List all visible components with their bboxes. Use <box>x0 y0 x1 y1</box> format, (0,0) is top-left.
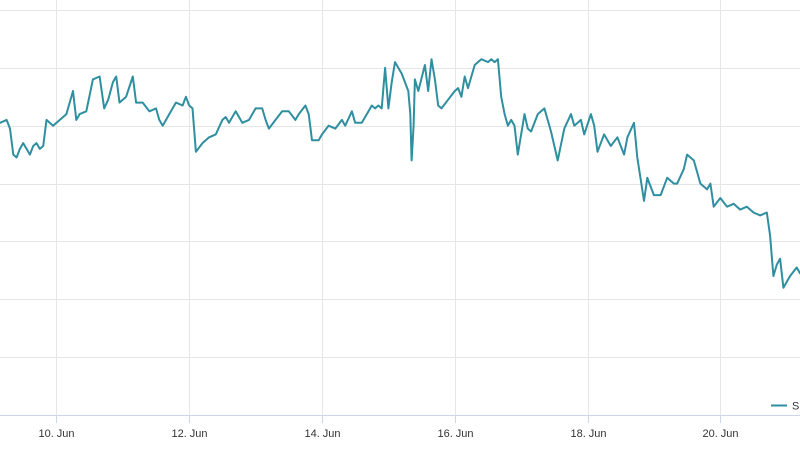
series-line-0[interactable] <box>0 58 800 289</box>
x-tick-label-4: 18. Jun <box>570 428 606 440</box>
x-tick-label-0: 10. Jun <box>38 428 74 440</box>
x-tick-label-5: 20. Jun <box>702 428 738 440</box>
x-tick-label-3: 16. Jun <box>437 428 473 440</box>
grid-layer <box>0 0 800 416</box>
legend[interactable]: S <box>771 401 799 413</box>
legend-label[interactable]: S <box>792 401 799 413</box>
x-tick-label-1: 12. Jun <box>171 428 207 440</box>
series-layer <box>0 58 800 289</box>
x-axis: 10. Jun 12. Jun 14. Jun 16. Jun 18. Jun 20. J… <box>0 415 800 440</box>
x-tick-label-2: 14. Jun <box>304 428 340 440</box>
